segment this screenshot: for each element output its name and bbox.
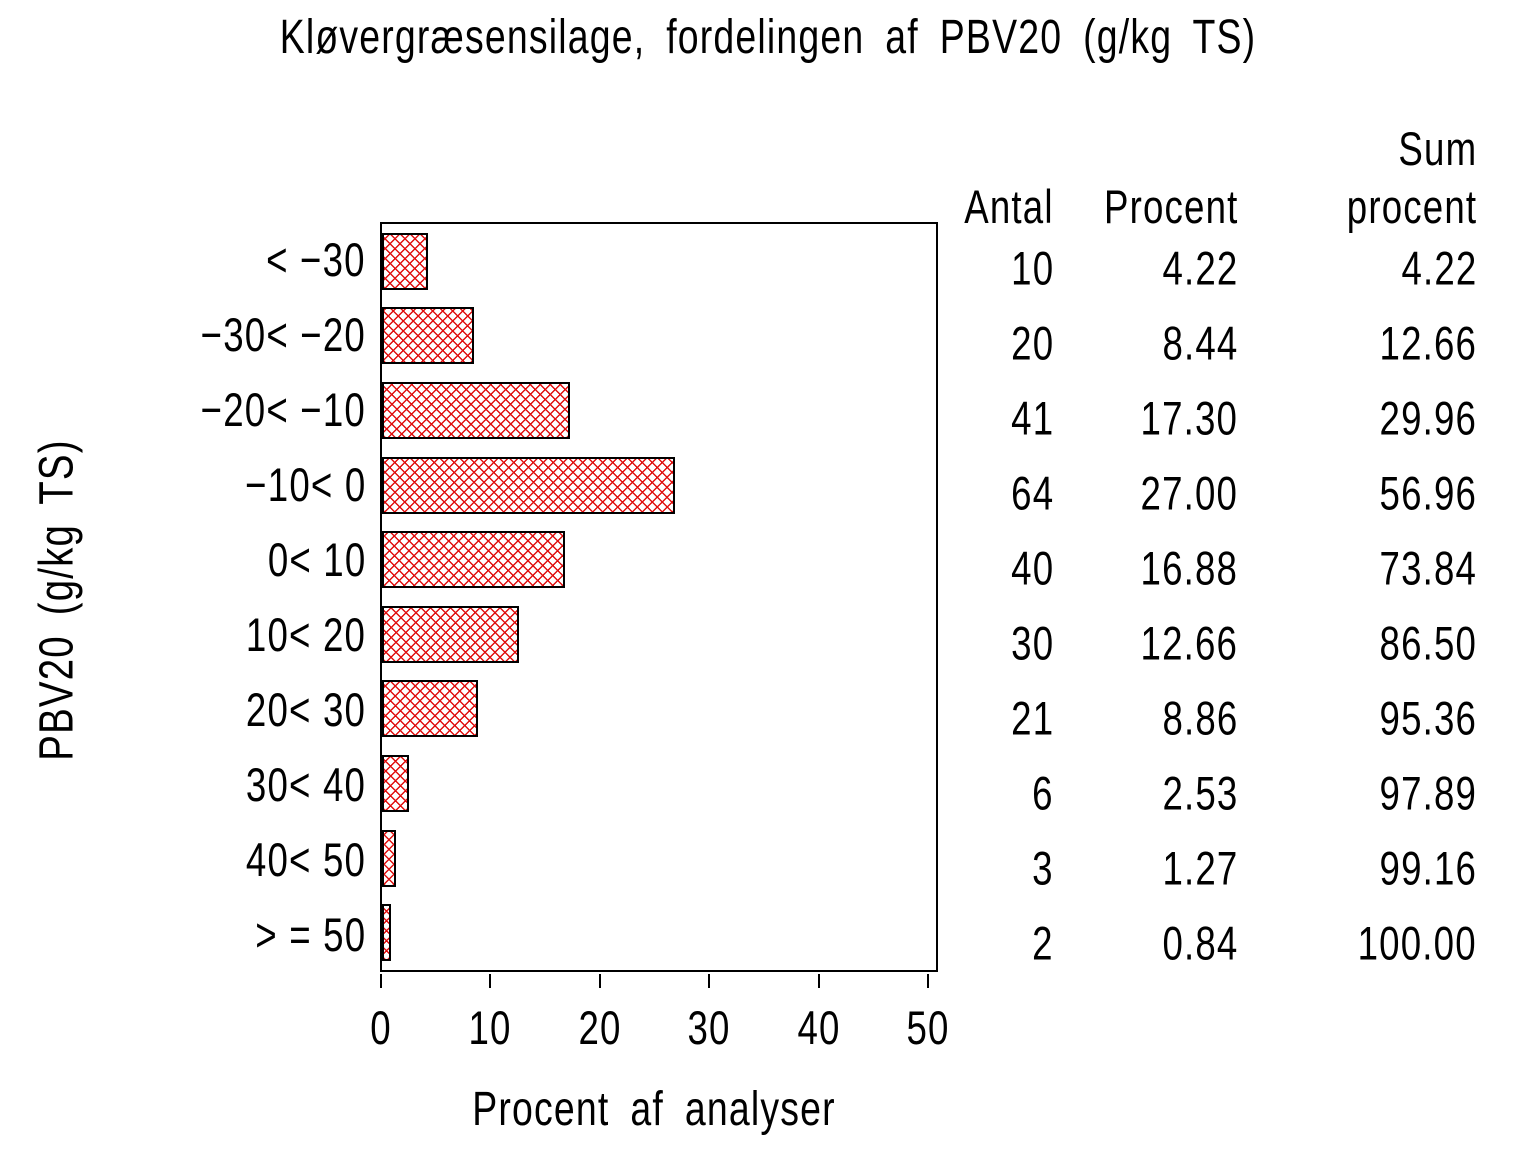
bar-series [382,224,925,970]
table-header-procent: Procent [1103,180,1238,233]
cell-antal: 10 [1010,241,1054,294]
table-header: Antal Procent Sum procent [950,118,1477,236]
bar [382,531,566,589]
cell-procent: 4.22 [1161,241,1238,294]
cell-sum-procent: 73.84 [1379,541,1477,594]
table-row: 30 12.66 86.50 [950,605,1477,680]
cell-sum-procent: 29.96 [1379,391,1477,444]
y-tick-label: −10< 0 [244,458,366,511]
x-tick-label: 40 [797,1001,841,1054]
cell-sum-procent: 97.89 [1379,766,1477,819]
cell-antal: 21 [1010,691,1054,744]
y-tick-row: < −30 [60,222,366,297]
cell-sum-procent: 56.96 [1379,466,1477,519]
x-tick-mark [817,974,820,988]
table-row: 6 2.53 97.89 [950,755,1477,830]
bar [382,680,479,738]
cell-sum-procent: 4.22 [1400,241,1477,294]
cell-sum-procent: 12.66 [1379,316,1477,369]
cell-antal: 64 [1010,466,1054,519]
y-tick-row: −10< 0 [60,447,366,522]
cell-antal: 40 [1010,541,1054,594]
table-row: 2 0.84 100.00 [950,905,1477,980]
y-tick-row: 0< 10 [60,522,366,597]
y-tick-label: 30< 40 [245,758,366,811]
y-tick-row: 40< 50 [60,822,366,897]
chart-title-row: Kløvergræsensilage, fordelingen af PBV20… [0,10,1536,65]
cell-procent: 8.44 [1161,316,1238,369]
cell-procent: 2.53 [1161,766,1238,819]
cell-sum-procent: 99.16 [1379,841,1477,894]
bar [382,307,474,365]
cell-procent: 0.84 [1161,916,1238,969]
cell-antal: 30 [1010,616,1054,669]
cell-sum-procent: 100.00 [1357,916,1477,969]
table-row: 21 8.86 95.36 [950,680,1477,755]
cell-sum-procent: 86.50 [1379,616,1477,669]
cell-antal: 6 [1032,766,1054,819]
bar [382,904,392,962]
table-row: 10 4.22 4.22 [950,230,1477,305]
y-tick-label: 0< 10 [267,533,366,586]
cell-sum-procent: 95.36 [1379,691,1477,744]
x-tick-label: 50 [906,1001,950,1054]
bar [382,381,570,439]
y-tick-label: > = 50 [255,908,366,961]
cell-procent: 12.66 [1140,616,1238,669]
cell-procent: 17.30 [1140,391,1238,444]
y-tick-label: −30< −20 [200,308,366,361]
y-tick-label: 10< 20 [245,608,366,661]
y-tick-row: 20< 30 [60,672,366,747]
frequency-table: 10 4.22 4.22 20 8.44 12.66 41 17.30 29.9… [950,230,1477,980]
cell-procent: 8.86 [1161,691,1238,744]
bar [382,232,428,290]
x-tick-mark [598,974,601,988]
y-tick-label: < −30 [266,233,366,286]
x-tick-label: 20 [578,1001,622,1054]
bar [382,754,410,812]
y-tick-label: 40< 50 [245,833,366,886]
cell-antal: 2 [1032,916,1054,969]
plot-area [380,222,938,972]
table-header-antal: Antal [964,180,1054,233]
bar [382,829,396,887]
y-axis-tick-labels: < −30 −30< −20 −20< −10 −10< 0 0< 10 10<… [60,222,366,972]
chart-title: Kløvergræsensilage, fordelingen af PBV20… [279,11,1257,64]
x-tick-mark [380,974,382,988]
y-tick-label: −20< −10 [200,383,366,436]
bar [382,456,676,514]
cell-procent: 27.00 [1140,466,1238,519]
y-tick-row: > = 50 [60,897,366,972]
x-tick-label: 0 [370,1001,392,1054]
x-tick-label: 10 [468,1001,512,1054]
y-tick-row: −30< −20 [60,297,366,372]
cell-antal: 20 [1010,316,1054,369]
x-tick-mark [489,974,492,988]
table-header-sum-procent: Sum procent [1346,122,1477,233]
y-tick-label: 20< 30 [245,683,366,736]
x-axis-title: Procent af analyser [472,1083,837,1136]
table-row: 3 1.27 99.16 [950,830,1477,905]
table-row: 41 17.30 29.96 [950,380,1477,455]
cell-procent: 16.88 [1140,541,1238,594]
cell-antal: 41 [1010,391,1054,444]
table-row: 64 27.00 56.96 [950,455,1477,530]
x-tick-mark [708,974,711,988]
x-tick-mark [927,974,929,988]
y-tick-row: 30< 40 [60,747,366,822]
x-tick-label: 30 [687,1001,731,1054]
table-row: 40 16.88 73.84 [950,530,1477,605]
table-row: 20 8.44 12.66 [950,305,1477,380]
y-tick-row: −20< −10 [60,372,366,447]
cell-antal: 3 [1032,841,1054,894]
x-axis-title-row: Procent af analyser [380,1082,929,1137]
cell-procent: 1.27 [1161,841,1238,894]
y-tick-row: 10< 20 [60,597,366,672]
x-axis-tick-labels: 0 10 20 30 40 50 [370,1000,948,1054]
bar [382,605,520,663]
x-axis-ticks [380,974,929,988]
